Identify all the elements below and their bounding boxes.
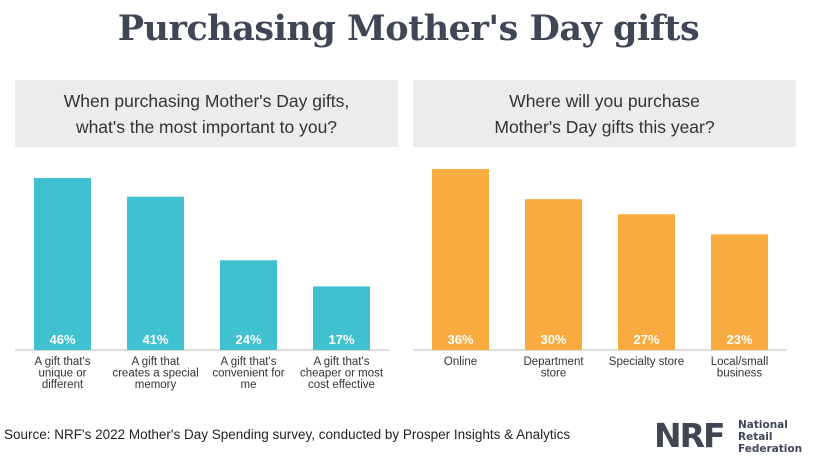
left-bar-1-category-label: A gift that's unique or different [35,356,91,391]
left-bar-3 [220,260,277,350]
right-chart-title-line-1: Where will you purchase [509,90,700,111]
left-bar-3-category-label: A gift that's convenient for me [212,356,284,391]
right-bar-1 [432,169,489,350]
right-bar-3-category-label: Specialty store [609,356,684,368]
left-bar-2-value-label: 41% [142,332,168,347]
left-chart-header: When purchasing Mother's Day gifts, what… [15,80,398,147]
nrf-logo-text: National Retail Federation [738,419,802,455]
nrf-logo-line-2: Retail [738,431,773,443]
nrf-logo-line-1: National [738,419,788,431]
right-bar-4-category-label: Local/small business [711,356,769,380]
left-bar-2-category-label: A gift that creates a special memory [112,356,198,391]
right-bar-1-category-label: Online [444,356,477,368]
right-chart-title-line-2: Mother's Day gifts this year? [494,116,715,137]
right-bar-2 [525,199,582,350]
right-chart-header: Where will you purchase Mother's Day gif… [413,80,796,147]
page-title: Purchasing Mother's Day gifts [117,8,700,49]
nrf-logo-mark: NRF [654,416,726,455]
left-bar-3-value-label: 24% [235,332,261,347]
right-bar-3-value-label: 27% [633,332,659,347]
right-bar-3 [618,214,675,350]
left-bar-1 [34,178,91,350]
left-bar-2 [127,196,184,350]
left-chart-title-line-2: what's the most important to you? [75,116,338,137]
source-note: Source: NRF's 2022 Mother's Day Spending… [4,427,571,442]
left-bar-4-value-label: 17% [328,332,354,347]
left-bar-4-category-label: A gift that's cheaper or most cost effecti… [300,356,384,391]
right-bar-1-value-label: 36% [447,332,473,347]
right-bar-2-value-label: 30% [540,332,566,347]
right-bar-4-value-label: 23% [726,332,752,347]
left-chart-title-line-1: When purchasing Mother's Day gifts, [63,90,350,111]
nrf-logo-line-3: Federation [738,443,803,455]
left-bar-4 [313,286,370,350]
left-bar-1-value-label: 46% [49,332,75,347]
right-bar-4 [711,234,768,350]
right-bar-2-category-label: Department store [523,356,584,380]
nrf-logo: NRF National Retail Federation [654,417,814,457]
